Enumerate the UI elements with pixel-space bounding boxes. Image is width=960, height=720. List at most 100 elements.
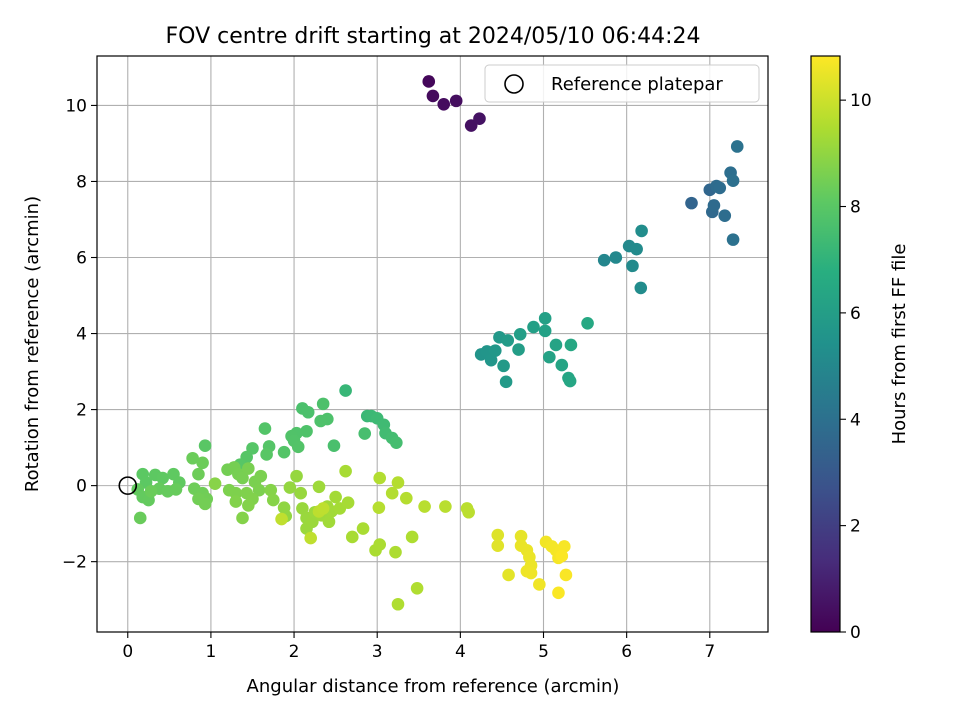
data-point: [555, 549, 569, 563]
data-point: [552, 586, 565, 600]
data-point: [144, 485, 158, 498]
x-tick-label: 2: [289, 642, 300, 662]
data-point: [236, 471, 249, 485]
data-point: [208, 477, 222, 491]
x-tick-label: 5: [538, 642, 549, 662]
data-point: [634, 281, 648, 295]
x-axis-ticks: 0 1 2 3 4 5 6 7: [122, 632, 715, 662]
data-point: [291, 440, 305, 454]
legend-marker: [504, 74, 524, 94]
data-point: [512, 343, 525, 356]
data-point: [543, 350, 556, 364]
data-point: [597, 253, 611, 267]
data-point: [501, 334, 515, 347]
y-axis-label: Rotation from reference (arcmin): [22, 196, 43, 492]
data-point: [426, 89, 440, 103]
data-point: [275, 512, 288, 526]
data-point: [400, 491, 413, 505]
data-point: [345, 530, 359, 544]
data-point: [327, 439, 341, 453]
data-point: [557, 540, 571, 553]
data-point: [316, 502, 330, 515]
data-point: [491, 528, 505, 542]
data-point: [488, 344, 502, 357]
data-point: [513, 328, 527, 341]
data-point: [635, 224, 648, 238]
data-point: [260, 448, 273, 461]
data-point: [391, 597, 405, 611]
data-point: [626, 259, 639, 273]
data-point: [169, 483, 183, 496]
data-point: [229, 495, 243, 508]
data-point: [192, 467, 205, 481]
data-point: [133, 511, 147, 525]
data-point: [389, 545, 402, 559]
chart-title: FOV centre drift starting at 2024/05/10 …: [166, 24, 701, 49]
data-point: [283, 481, 297, 494]
x-tick-label: 7: [704, 642, 715, 662]
data-point: [449, 94, 463, 108]
data-point: [464, 119, 478, 132]
data-point: [726, 174, 740, 188]
y-tick-label: 0: [76, 477, 87, 497]
data-point: [390, 436, 403, 449]
data-point: [385, 486, 399, 500]
data-point: [726, 233, 740, 246]
x-tick-label: 4: [455, 642, 466, 662]
data-point: [609, 251, 623, 264]
data-point: [258, 422, 272, 435]
data-point: [186, 451, 199, 465]
data-point: [264, 483, 278, 497]
data-point: [410, 581, 424, 595]
plot-frame: [96, 55, 769, 633]
data-point: [462, 505, 475, 519]
data-point: [373, 471, 387, 485]
data-point: [242, 462, 255, 475]
data-point: [559, 568, 573, 582]
x-tick-label: 3: [372, 642, 383, 662]
grid-lines: [97, 56, 768, 632]
data-point: [252, 483, 266, 497]
data-point: [563, 374, 577, 388]
data-point: [555, 358, 569, 372]
data-point: [341, 496, 355, 510]
data-point: [437, 97, 451, 111]
x-tick-label: 1: [205, 642, 216, 662]
data-point: [314, 414, 327, 428]
data-point: [306, 515, 319, 529]
data-point: [524, 566, 538, 580]
data-point: [630, 242, 643, 256]
data-point: [322, 515, 336, 529]
data-point: [497, 359, 510, 373]
data-point: [718, 209, 732, 222]
data-point: [538, 324, 552, 338]
data-point: [301, 405, 315, 419]
data-point: [296, 502, 309, 515]
y-tick-label: 10: [65, 96, 87, 116]
y-tick-label: 4: [76, 325, 87, 345]
data-point: [418, 500, 431, 513]
data-point: [549, 338, 563, 352]
data-point: [502, 568, 515, 582]
data-points: [131, 75, 744, 611]
colorbar-label: Hours from first FF file: [889, 244, 910, 445]
data-point: [422, 75, 436, 88]
data-point: [277, 445, 291, 459]
y-axis-ticks: −2 0 2 4 6 8 10: [62, 96, 97, 573]
data-point: [405, 530, 419, 544]
legend-label: Reference platepar: [551, 74, 723, 95]
reference-marker: [118, 476, 138, 495]
data-point: [373, 538, 387, 551]
data-point: [391, 476, 405, 489]
colorbar-tick-label: 8: [850, 198, 861, 218]
colorbar: [810, 55, 841, 633]
y-tick-label: 2: [76, 401, 87, 421]
data-point: [196, 456, 209, 470]
y-tick-label: 6: [76, 249, 87, 269]
data-point: [329, 490, 342, 504]
x-tick-label: 6: [621, 642, 632, 662]
data-point: [236, 511, 249, 525]
data-point: [538, 312, 552, 325]
data-point: [707, 199, 721, 212]
data-point: [533, 578, 546, 591]
